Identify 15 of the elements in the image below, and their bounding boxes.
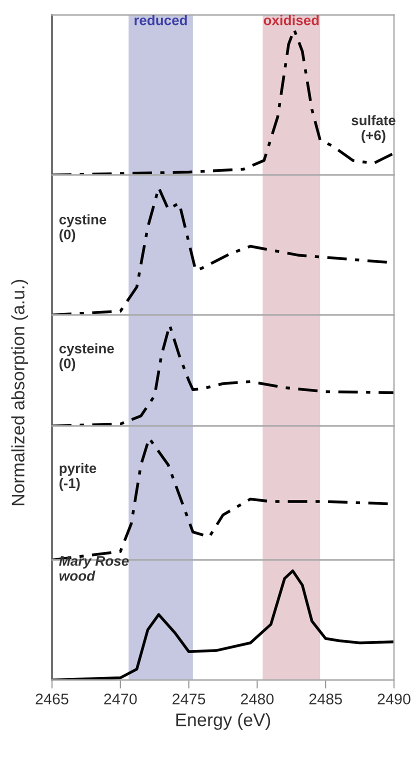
x-axis-title: Energy (eV) [176, 712, 270, 730]
y-axis-title: Normalized absorption (a.u.) [11, 280, 28, 506]
series-label: sulfate (+6) [352, 115, 396, 143]
text: cysteine (0) [59, 343, 114, 372]
x-tick-label: 2485 [309, 694, 342, 704]
x-tick-label: 2480 [240, 694, 274, 704]
x-tick-label: 2475 [172, 694, 206, 704]
band-label: reduced [134, 15, 187, 26]
x-tick-label: 2465 [36, 694, 68, 704]
text: cystine (0) [59, 214, 106, 242]
band-label: oxidised [264, 15, 319, 26]
text: pyrite (-1) [60, 462, 96, 491]
x-tick-label: 2470 [104, 694, 137, 704]
x-tick-label: 2490 [378, 694, 410, 704]
text: Mary Rose wood [59, 556, 129, 581]
